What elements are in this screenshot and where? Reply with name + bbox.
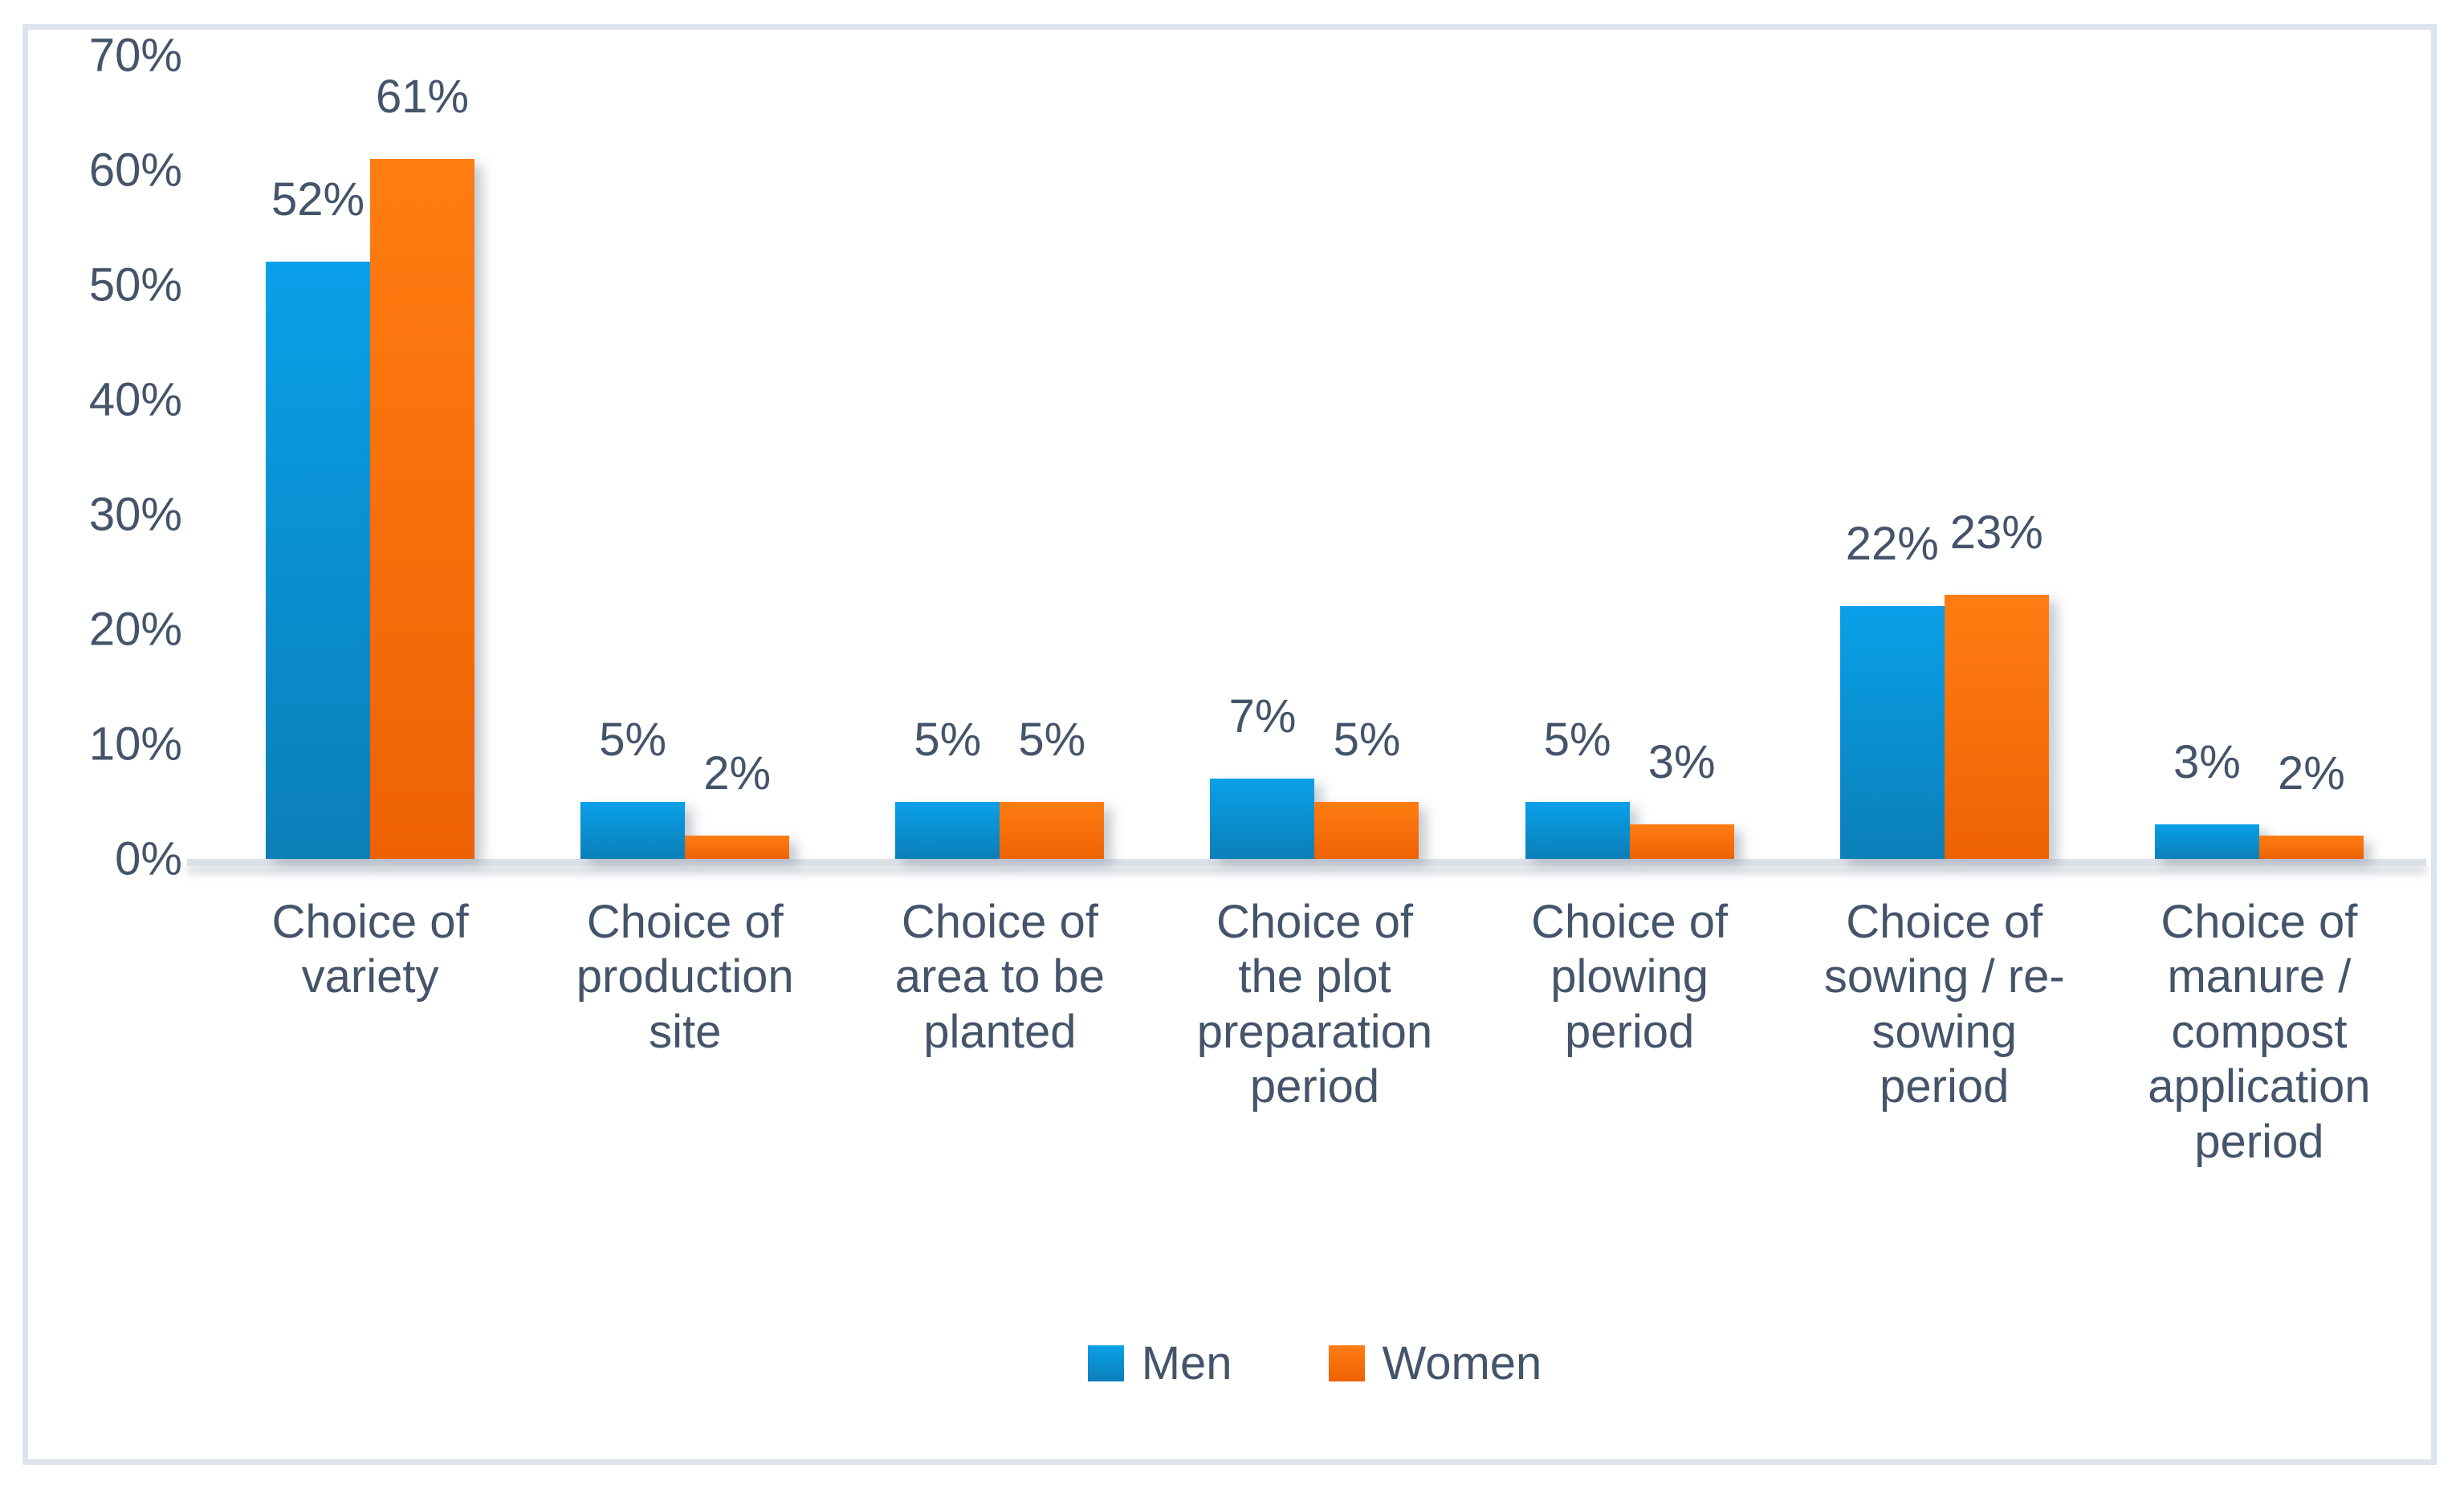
women-bar-3: 5%	[1000, 714, 1105, 859]
men-bar-2: 5%	[580, 714, 686, 859]
men-data-label-7: 3%	[2173, 736, 2241, 789]
legend-swatch-women	[1328, 1345, 1365, 1381]
men-bar-7: 3%	[2154, 736, 2259, 859]
women-data-label-1: 61%	[376, 70, 470, 123]
category-label-2: Choice of production site	[576, 896, 794, 1058]
women-bar-6: 23%	[1944, 507, 2049, 859]
y-tick-label-50: 50%	[88, 258, 182, 311]
women-bar-4: 5%	[1314, 714, 1419, 859]
men-bar-6: 22%	[1839, 518, 1945, 859]
bar-group-3: 5% 5%	[842, 55, 1157, 859]
legend: Men Women	[213, 1336, 2417, 1390]
category-label-1: Choice of variety	[271, 896, 469, 1003]
women-data-label-4: 5%	[1333, 713, 1401, 766]
men-bar-1: 52%	[266, 173, 371, 859]
women-bar-1: 61%	[370, 71, 475, 859]
men-data-label-4: 7%	[1228, 690, 1297, 742]
men-data-label-1: 52%	[271, 173, 365, 226]
y-tick-label-30: 30%	[88, 488, 182, 541]
y-tick-label-10: 10%	[88, 718, 182, 771]
men-data-label-3: 5%	[914, 713, 982, 766]
men-bar-4: 7%	[1210, 690, 1315, 859]
category-axis-labels: Choice of variety Choice of production si…	[213, 895, 2417, 1170]
men-bar-5: 5%	[1525, 714, 1630, 859]
men-data-label-2: 5%	[599, 713, 667, 766]
y-tick-label-60: 60%	[88, 144, 182, 197]
men-bar-3: 5%	[895, 714, 1000, 859]
category-label-7: Choice of manure / compost application p…	[2148, 896, 2371, 1168]
legend-swatch-men	[1087, 1345, 1124, 1381]
y-axis-tick-labels: 0% 10% 20% 30% 40% 50% 60% 70%	[28, 30, 189, 885]
women-data-label-6: 23%	[1949, 507, 2043, 559]
y-tick-label-70: 70%	[88, 29, 182, 82]
men-data-label-5: 5%	[1543, 713, 1611, 766]
legend-item-men: Men	[1087, 1336, 1232, 1390]
category-label-3: Choice of area to be planted	[894, 896, 1105, 1058]
x-axis-line	[187, 859, 2426, 866]
chart-frame: 0% 10% 20% 30% 40% 50% 60% 70% 52% 61% 5% 2% 5% 5% 7%…	[22, 24, 2437, 1465]
women-data-label-3: 5%	[1018, 713, 1086, 766]
women-bar-2: 2%	[685, 747, 790, 859]
bar-group-2: 5% 2%	[527, 55, 842, 859]
bar-group-6: 22% 23%	[1787, 55, 2102, 859]
bar-groups: 52% 61% 5% 2% 5% 5% 7% 5% 5% 3% 22% 23% 3% 2%	[213, 55, 2417, 859]
y-tick-label-0: 0%	[115, 832, 182, 885]
category-label-4: Choice of the plot preparation period	[1196, 896, 1433, 1113]
bar-group-7: 3% 2%	[2102, 55, 2417, 859]
women-bar-5: 3%	[1629, 736, 1734, 859]
y-tick-label-40: 40%	[88, 373, 182, 426]
bar-group-4: 7% 5%	[1157, 55, 1472, 859]
men-data-label-6: 22%	[1845, 518, 1939, 571]
category-label-6: Choice of sowing / re- sowing period	[1823, 896, 2065, 1113]
category-label-5: Choice of plowing period	[1531, 896, 1729, 1058]
women-data-label-7: 2%	[2277, 747, 2345, 800]
y-tick-label-20: 20%	[88, 603, 182, 656]
women-bar-7: 2%	[2258, 747, 2364, 859]
women-data-label-5: 3%	[1647, 736, 1716, 789]
legend-item-women: Women	[1328, 1336, 1542, 1390]
women-data-label-2: 2%	[703, 747, 772, 800]
plot-area: 52% 61% 5% 2% 5% 5% 7% 5% 5% 3% 22% 23% 3% 2%	[187, 55, 2426, 866]
bar-group-1: 52% 61%	[213, 55, 527, 859]
legend-label-men: Men	[1141, 1337, 1232, 1389]
legend-label-women: Women	[1382, 1337, 1542, 1389]
bar-group-5: 5% 3%	[1472, 55, 1787, 859]
